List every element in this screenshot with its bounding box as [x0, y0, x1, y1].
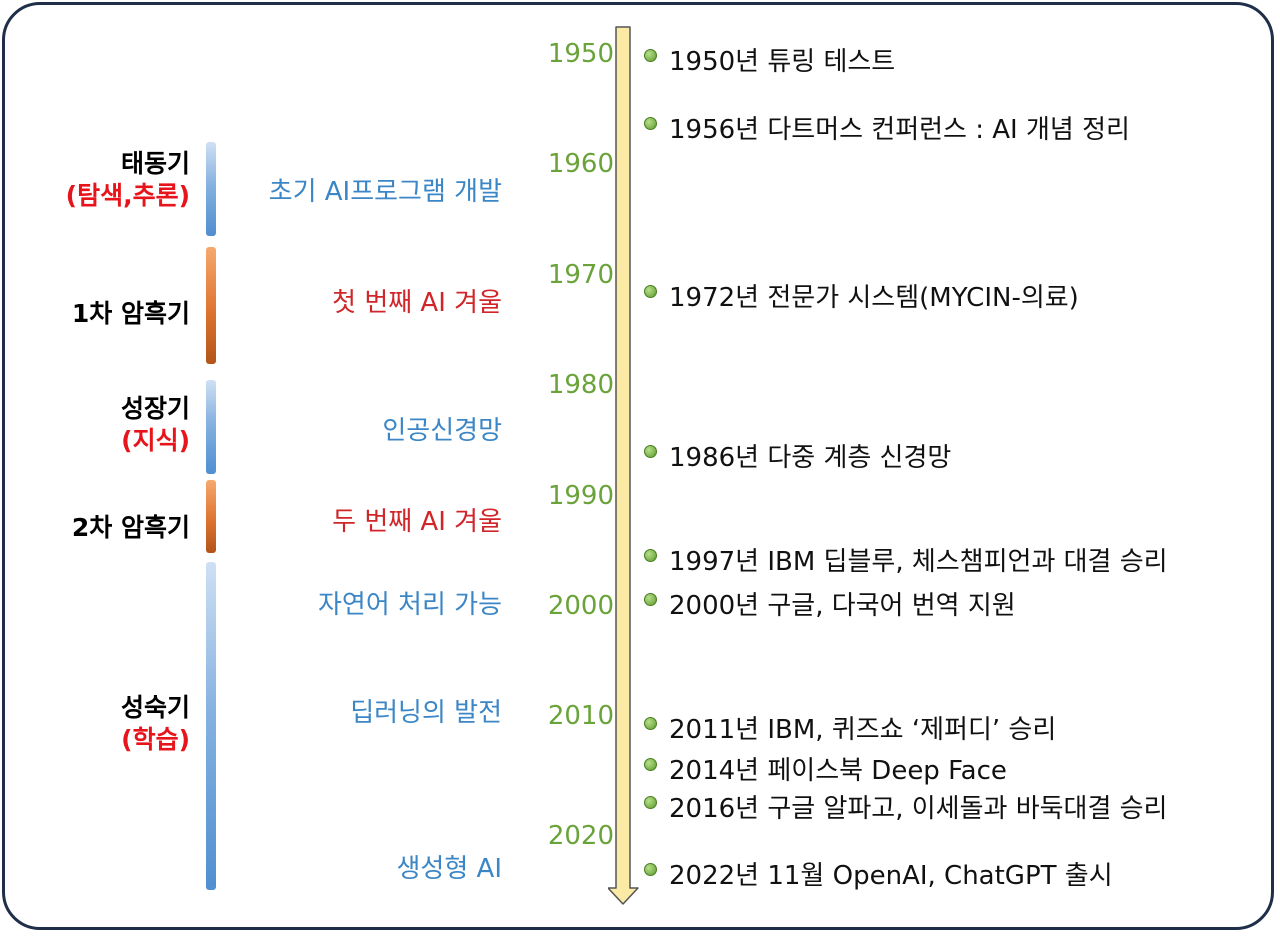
era-label-growth: 성장기 (지식) [0, 393, 190, 457]
timeline-event: 1986년 다중 계층 신경망 [644, 442, 951, 474]
timeline-event: 2000년 구글, 다국어 번역 지원 [644, 590, 1016, 622]
era-desc: 두 번째 AI 겨울 [332, 507, 502, 537]
era-name: 성장기 [120, 394, 190, 423]
era-sub: (지식) [121, 426, 190, 455]
bullet-dot-icon [644, 49, 657, 62]
event-text: 2014년 페이스북 Deep Face [669, 756, 1007, 786]
bullet-dot-icon [644, 863, 657, 876]
timeline-event: 2016년 구글 알파고, 이세돌과 바둑대결 승리 [644, 793, 1167, 825]
decade-label: 1970 [547, 260, 614, 290]
era-bar-first-winter [206, 247, 216, 364]
decade-label: 2010 [547, 701, 614, 731]
era-label-second-winter: 2차 암흑기 [0, 512, 190, 544]
era-desc: 자연어 처리 가능 [318, 590, 502, 620]
era-bar-maturity [206, 562, 216, 890]
era-sub: (탐색,추론) [65, 181, 190, 210]
bullet-dot-icon [644, 445, 657, 458]
era-name: 성숙기 [120, 693, 190, 722]
era-desc: 초기 AI프로그램 개발 [268, 177, 502, 207]
timeline-arrow-icon [608, 26, 639, 905]
event-text: 2000년 구글, 다국어 번역 지원 [669, 591, 1016, 621]
era-name: 2차 암흑기 [71, 513, 190, 542]
timeline-event: 1972년 전문가 시스템(MYCIN-의료) [644, 282, 1079, 314]
timeline-event: 1997년 IBM 딥블루, 체스챔피언과 대결 승리 [644, 546, 1168, 578]
era-desc: 첫 번째 AI 겨울 [332, 288, 502, 318]
decade-label: 1960 [547, 149, 614, 179]
timeline-event: 2011년 IBM, 퀴즈쇼 ‘제퍼디’ 승리 [644, 714, 1056, 746]
decade-label: 1950 [547, 39, 614, 69]
timeline-event: 2014년 페이스북 Deep Face [644, 755, 1007, 787]
era-bar-emergence [206, 142, 216, 236]
event-text: 2022년 11월 OpenAI, ChatGPT 출시 [669, 861, 1113, 891]
bullet-dot-icon [644, 593, 657, 606]
era-bar-growth [206, 380, 216, 474]
bullet-dot-icon [644, 717, 657, 730]
era-label-first-winter: 1차 암흑기 [0, 298, 190, 330]
era-label-emergence: 태동기 (탐색,추론) [0, 148, 190, 212]
era-desc: 생성형 AI [396, 854, 502, 884]
event-text: 1950년 튜링 테스트 [669, 47, 896, 77]
era-label-maturity: 성숙기 (학습) [0, 692, 190, 756]
era-bar-second-winter [206, 480, 216, 553]
era-desc: 인공신경망 [382, 416, 502, 446]
event-text: 1972년 전문가 시스템(MYCIN-의료) [669, 283, 1079, 313]
event-text: 1986년 다중 계층 신경망 [669, 443, 952, 473]
timeline-event: 2022년 11월 OpenAI, ChatGPT 출시 [644, 860, 1113, 892]
timeline-event: 1950년 튜링 테스트 [644, 46, 895, 78]
era-name: 태동기 [120, 149, 190, 178]
event-text: 2016년 구글 알파고, 이세돌과 바둑대결 승리 [669, 794, 1168, 824]
bullet-dot-icon [644, 549, 657, 562]
decade-label: 1990 [547, 481, 614, 511]
bullet-dot-icon [644, 285, 657, 298]
era-name: 1차 암흑기 [71, 299, 190, 328]
decade-label: 1980 [547, 370, 614, 400]
era-desc: 딥러닝의 발전 [350, 698, 502, 728]
decade-label: 2020 [547, 821, 614, 851]
bullet-dot-icon [644, 117, 657, 130]
event-text: 2011년 IBM, 퀴즈쇼 ‘제퍼디’ 승리 [669, 715, 1057, 745]
bullet-dot-icon [644, 758, 657, 771]
decade-label: 2000 [547, 591, 614, 621]
event-text: 1997년 IBM 딥블루, 체스챔피언과 대결 승리 [669, 547, 1168, 577]
event-text: 1956년 다트머스 컨퍼런스 : AI 개념 정리 [669, 115, 1130, 145]
bullet-dot-icon [644, 796, 657, 809]
timeline-event: 1956년 다트머스 컨퍼런스 : AI 개념 정리 [644, 114, 1130, 146]
era-sub: (학습) [121, 725, 190, 754]
